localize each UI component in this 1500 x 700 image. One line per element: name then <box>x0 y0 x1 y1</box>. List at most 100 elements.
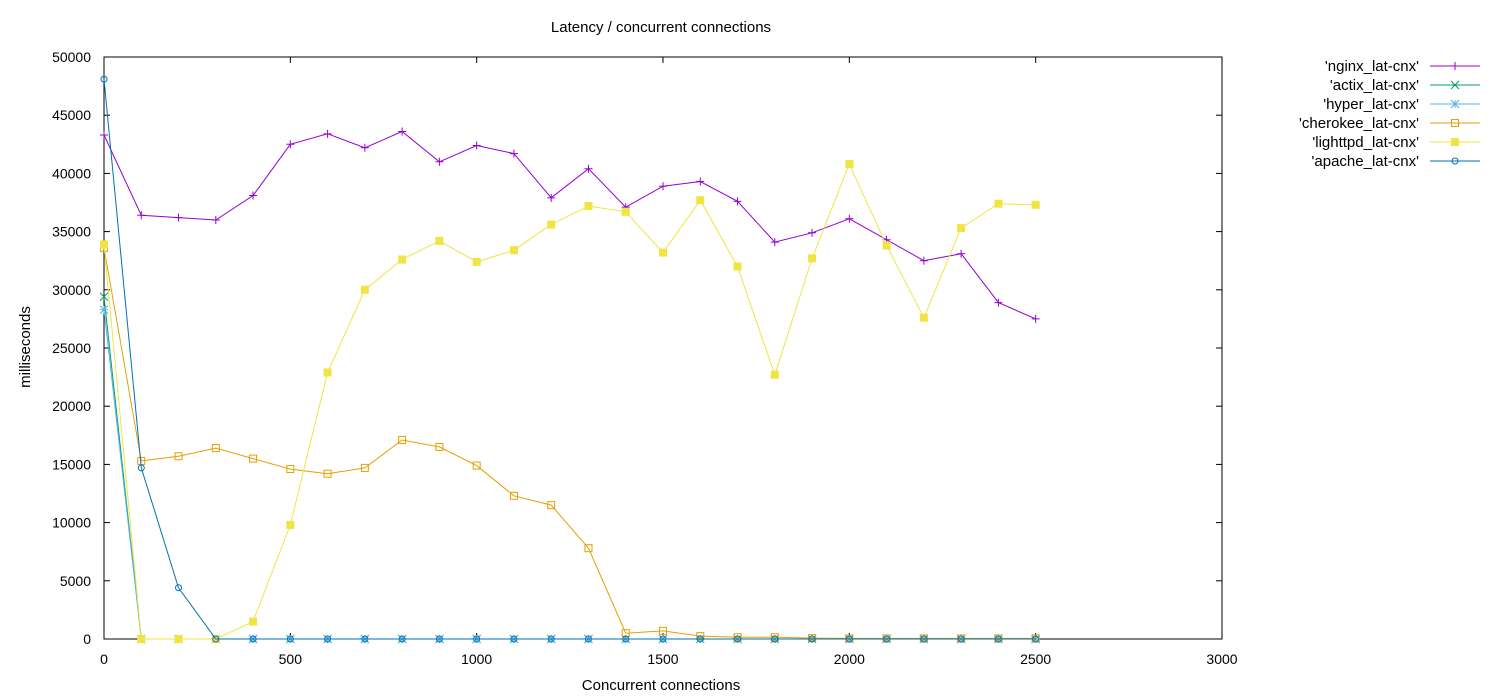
data-point <box>99 305 109 314</box>
y-tick-label: 45000 <box>52 107 91 123</box>
data-point <box>286 520 295 529</box>
x-tick-label: 3000 <box>1206 651 1237 667</box>
data-point <box>360 463 369 472</box>
data-point <box>733 633 742 642</box>
series-0 <box>100 127 1040 323</box>
plot-area <box>103 56 1223 640</box>
x-axis: 0 500 1000 1500 2000 2500 3000 <box>100 57 1238 667</box>
series-line <box>103 247 1036 639</box>
legend-label: 'cherokee_lat-cnx' <box>1299 115 1419 132</box>
data-point <box>957 635 965 643</box>
y-tick-label: 40000 <box>52 165 91 181</box>
legend-label: 'nginx_lat-cnx' <box>1325 58 1419 75</box>
data-point <box>360 143 369 152</box>
data-point <box>473 635 481 643</box>
series-5 <box>100 75 1040 643</box>
data-point <box>920 635 928 643</box>
y-tick-label: 25000 <box>52 340 91 356</box>
plot-frame <box>103 56 1223 640</box>
data-point <box>1031 314 1040 323</box>
data-point <box>398 127 407 136</box>
y-tick-label: 0 <box>83 631 91 647</box>
data-point <box>324 635 332 643</box>
data-point <box>659 248 667 257</box>
data-point <box>919 256 928 265</box>
x-tick-label: 1500 <box>647 651 678 667</box>
legend-item: 'actix_lat-cnx' <box>1330 77 1480 94</box>
data-point <box>99 292 109 302</box>
series-3 <box>100 243 1040 643</box>
data-point <box>547 220 556 229</box>
data-point <box>100 130 108 139</box>
x-tick-label: 1000 <box>461 651 492 667</box>
data-point <box>547 635 555 643</box>
series-2 <box>99 305 1041 644</box>
data-point <box>472 257 481 266</box>
data-point <box>622 635 630 643</box>
y-tick-label: 5000 <box>60 573 91 589</box>
series-1 <box>99 292 1041 644</box>
data-point <box>323 469 332 478</box>
data-point <box>398 635 406 643</box>
data-point <box>957 249 966 258</box>
data-point <box>845 635 853 643</box>
series-line <box>103 162 1036 640</box>
series-line <box>103 309 1036 640</box>
data-point <box>845 160 854 169</box>
legend-marker <box>1451 157 1459 165</box>
chart-title: Latency / concurrent connections <box>551 19 771 36</box>
y-tick-label: 30000 <box>52 282 91 298</box>
data-point <box>770 370 779 379</box>
data-point <box>659 182 667 191</box>
data-point <box>659 626 667 635</box>
legend-label: 'apache_lat-cnx' <box>1312 153 1420 170</box>
data-point <box>137 635 146 643</box>
x-tick-label: 2000 <box>834 651 865 667</box>
data-point <box>212 635 220 643</box>
data-point <box>621 207 630 216</box>
data-point <box>323 129 332 138</box>
data-point <box>584 544 593 553</box>
x-tick-label: 0 <box>100 651 108 667</box>
data-point <box>621 629 630 638</box>
data-point <box>1031 200 1040 209</box>
legend-item: 'cherokee_lat-cnx' <box>1299 115 1480 132</box>
data-point <box>733 262 742 271</box>
data-point <box>509 491 518 500</box>
data-point <box>435 157 444 166</box>
data-point <box>137 211 146 220</box>
data-point <box>509 149 518 158</box>
data-point <box>249 617 258 626</box>
series-4 <box>100 160 1040 643</box>
data-point <box>584 201 593 210</box>
y-tick-label: 10000 <box>52 515 91 531</box>
series-container <box>99 75 1041 644</box>
data-point <box>174 213 183 222</box>
data-point <box>919 313 928 322</box>
x-axis-title: Concurrent connections <box>582 677 740 694</box>
legend-marker <box>1451 119 1459 127</box>
data-point <box>547 501 556 510</box>
data-point <box>733 197 742 206</box>
series-line <box>103 296 1036 640</box>
legend-item: 'apache_lat-cnx' <box>1312 153 1480 170</box>
data-point <box>510 635 518 643</box>
legend-item: 'lighttpd_lat-cnx' <box>1312 134 1480 151</box>
data-point <box>845 214 854 223</box>
legend-label: 'lighttpd_lat-cnx' <box>1312 134 1419 151</box>
data-point <box>100 75 108 83</box>
data-point <box>435 442 444 451</box>
x-tick-label: 500 <box>279 651 303 667</box>
legend-item: 'hyper_lat-cnx' <box>1323 96 1480 113</box>
legend-item: 'nginx_lat-cnx' <box>1325 58 1480 75</box>
data-point <box>994 199 1003 208</box>
data-point <box>435 236 444 245</box>
data-point <box>734 635 742 643</box>
data-point <box>286 465 295 474</box>
data-point <box>211 215 220 224</box>
legend-marker <box>1450 80 1460 90</box>
legend-label: 'actix_lat-cnx' <box>1330 77 1419 94</box>
data-point <box>361 635 369 643</box>
data-point <box>286 140 295 149</box>
